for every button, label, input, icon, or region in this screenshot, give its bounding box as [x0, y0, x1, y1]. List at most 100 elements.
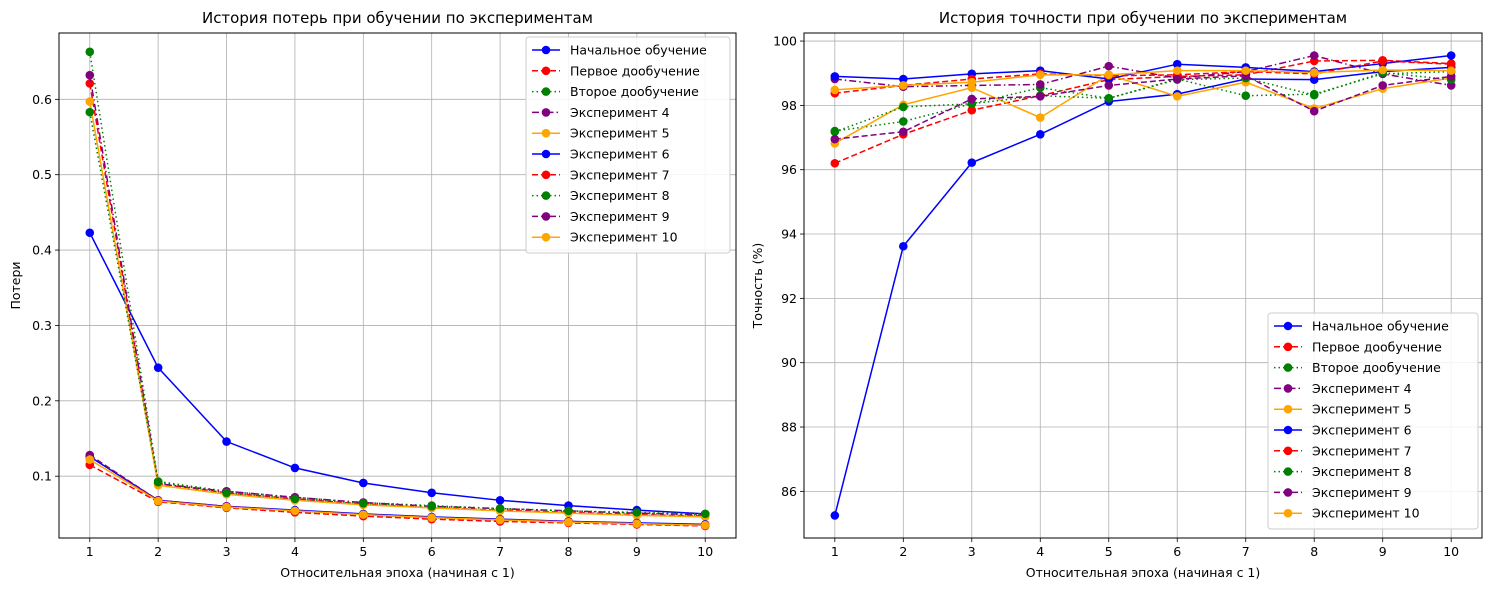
data-point	[85, 107, 95, 117]
legend-label: Эксперимент 6	[1312, 423, 1412, 438]
x-tick-label: 3	[968, 544, 976, 559]
data-point	[967, 158, 977, 167]
y-tick-label: 0.1	[32, 469, 52, 484]
legend-swatch-marker	[1283, 363, 1293, 372]
series-line-5	[89, 101, 706, 518]
series-line-1	[834, 66, 1452, 516]
series-group	[830, 51, 1456, 520]
y-tick-label: 0.5	[32, 167, 52, 182]
data-point	[290, 506, 300, 516]
data-point	[85, 79, 95, 88]
series-line-8	[89, 112, 706, 515]
legend-swatch-marker	[541, 45, 551, 55]
chart-panel-1: 1 2 3 4 5 6 7 8 9 10 0.1 0.2 0.3 0.4 0.5 0.6 История пот…	[8, 9, 737, 580]
legend-swatch-marker	[541, 108, 551, 117]
legend-swatch-marker	[1283, 404, 1293, 414]
legend-box	[525, 36, 731, 254]
y-tick-label: 0.2	[32, 393, 52, 408]
plot-frame	[803, 32, 1483, 539]
data-point	[290, 463, 300, 473]
data-point	[564, 506, 573, 516]
chart-title: История точности при обучении по экспери…	[939, 9, 1347, 27]
data-point	[290, 494, 300, 504]
series-line-7	[834, 60, 1452, 94]
legend: Начальное обучение Первое дообучение Второ…	[1267, 312, 1479, 530]
data-point	[1035, 70, 1045, 80]
x-tick-label: 6	[428, 544, 436, 559]
legend-swatch-marker	[541, 128, 551, 138]
data-point	[1035, 80, 1045, 89]
x-tick-label: 7	[1242, 544, 1250, 559]
data-point	[1035, 113, 1045, 122]
y-tick-label: 92	[781, 291, 797, 306]
data-point	[1309, 51, 1319, 60]
data-point	[1378, 81, 1387, 90]
legend-label: Второе дообучение	[570, 84, 699, 99]
legend-label: Эксперимент 6	[570, 147, 670, 162]
data-point	[85, 97, 95, 106]
data-point	[495, 515, 505, 525]
x-tick-label: 6	[1173, 544, 1181, 559]
x-axis-label: Относительная эпоха (начиная с 1)	[1026, 565, 1261, 580]
data-point	[967, 94, 977, 104]
y-tick-label: 90	[781, 355, 797, 370]
data-point	[700, 520, 710, 530]
data-point	[427, 488, 436, 498]
legend-label: Второе дообучение	[1312, 360, 1441, 375]
data-point	[830, 134, 840, 144]
data-point	[1104, 70, 1114, 80]
data-point	[632, 508, 642, 517]
legend-swatch-marker	[1283, 446, 1293, 456]
x-axis-label: Относительная эпоха (начиная с 1)	[280, 565, 515, 580]
legend-swatch-marker	[1283, 467, 1293, 476]
legend-label: Эксперимент 10	[570, 230, 678, 245]
data-point	[222, 437, 231, 446]
legend-label: Эксперимент 7	[570, 167, 670, 182]
legend-label: Эксперимент 5	[570, 126, 670, 141]
legend-label: Эксперимент 9	[570, 209, 670, 224]
data-point	[1446, 51, 1456, 60]
data-point	[967, 77, 977, 87]
legend-label: Начальное обучение	[1312, 319, 1449, 334]
data-point	[427, 513, 436, 522]
legend-swatch-marker	[541, 212, 551, 221]
data-point	[359, 499, 368, 508]
data-point	[359, 478, 368, 488]
x-tick-label: 4	[1036, 544, 1044, 559]
y-tick-label: 100	[773, 34, 797, 49]
y-tick-label: 0.6	[32, 92, 52, 107]
data-point	[1241, 66, 1251, 75]
data-point	[1104, 61, 1114, 71]
legend-label: Эксперимент 5	[1312, 402, 1412, 417]
series-line-3	[834, 70, 1452, 132]
legend-swatch-marker	[1283, 342, 1293, 352]
data-point	[1378, 65, 1387, 75]
y-tick-label: 0.4	[32, 243, 52, 258]
x-tick-label: 5	[1105, 544, 1113, 559]
data-point	[1309, 90, 1319, 100]
legend-swatch-marker	[541, 191, 551, 200]
data-point	[153, 477, 163, 487]
data-point	[359, 510, 368, 519]
legend-swatch-marker	[541, 170, 551, 180]
x-tick-label: 1	[831, 544, 839, 559]
data-point	[830, 127, 840, 137]
y-tick-label: 0.3	[32, 318, 52, 333]
data-point	[1172, 66, 1182, 75]
x-tick-label: 9	[1379, 544, 1387, 559]
x-tick-label: 4	[291, 544, 299, 559]
data-point	[899, 117, 908, 126]
legend-swatch-marker	[1283, 384, 1293, 393]
legend-label: Эксперимент 4	[570, 105, 670, 120]
legend-swatch-marker	[1283, 321, 1293, 331]
y-axis-label: Потери	[8, 261, 23, 309]
legend-swatch-marker	[1283, 508, 1293, 518]
data-point	[495, 496, 505, 505]
data-point	[899, 127, 908, 137]
data-point	[1035, 130, 1045, 139]
data-point	[830, 158, 840, 168]
data-point	[1309, 106, 1319, 116]
x-tick-label: 10	[1443, 544, 1459, 559]
series-line-9	[834, 75, 1452, 140]
